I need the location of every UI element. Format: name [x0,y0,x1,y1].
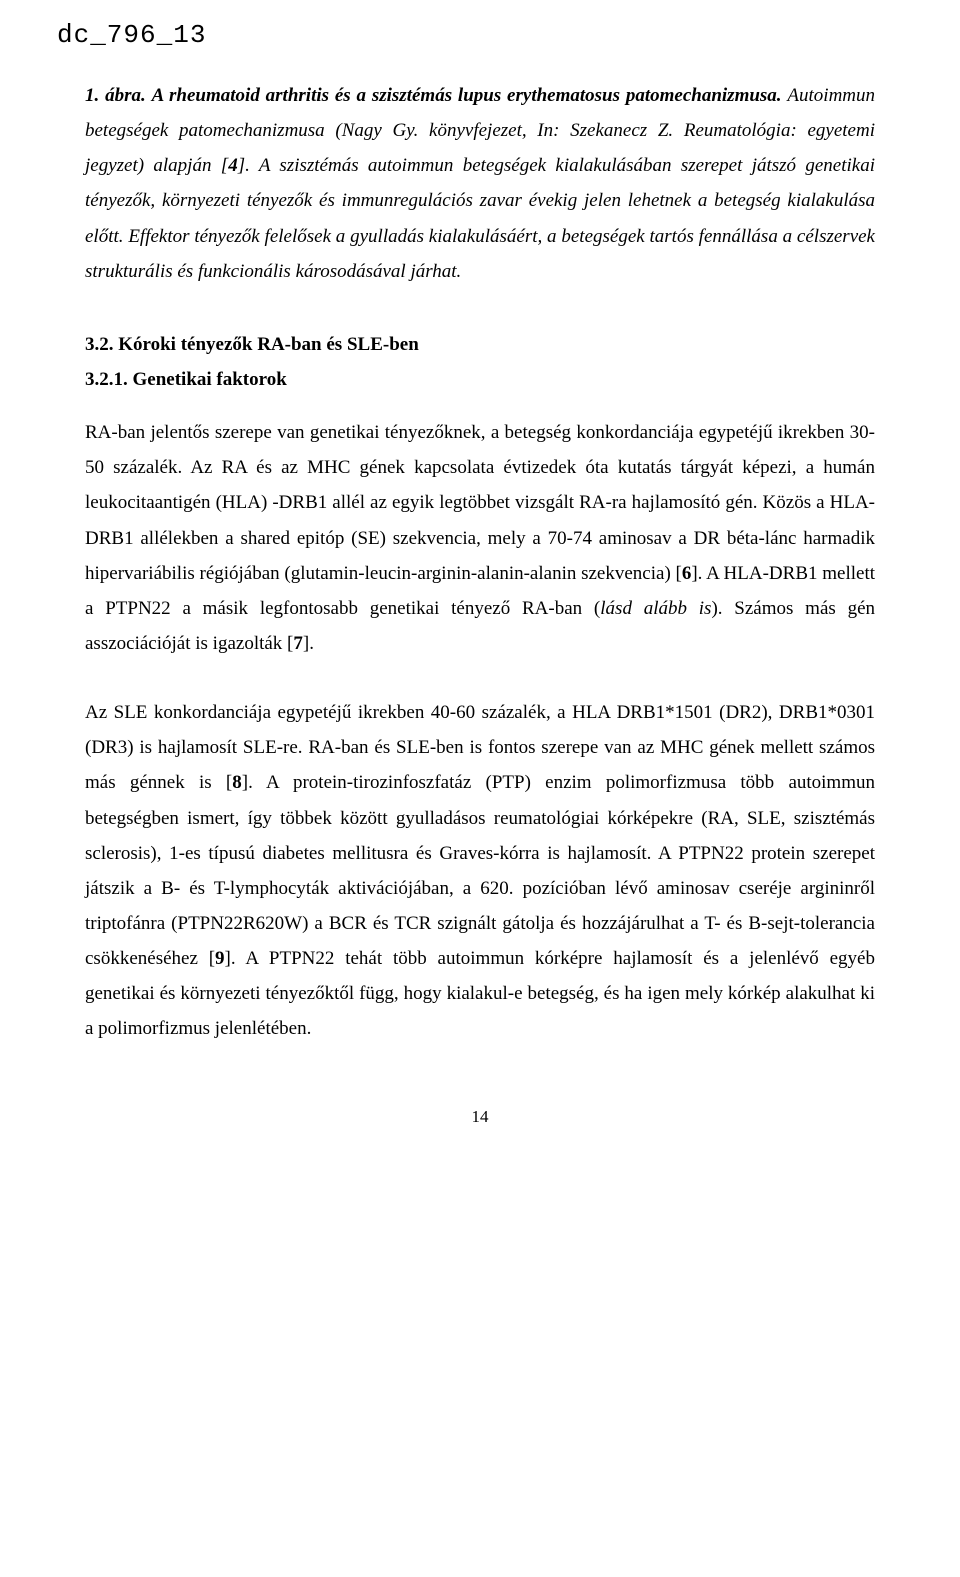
ref-9: 9 [215,948,225,969]
paragraph-1: RA-ban jelentős szerepe van genetikai té… [85,415,875,661]
heading-3-2-1: 3.2.1. Genetikai faktorok [85,362,875,397]
p1-italic: lásd alább is [600,598,711,619]
ref-8: 8 [232,772,242,793]
caption-lead: 1. ábra. [85,85,146,106]
page-number: 14 [85,1107,875,1127]
heading-3-2: 3.2. Kóroki tényezők RA-ban és SLE-ben [85,327,875,362]
ref-6: 6 [682,563,692,584]
document-id: dc_796_13 [57,20,875,50]
figure-caption: 1. ábra. A rheumatoid arthritis és a szi… [85,78,875,289]
paragraph-2: Az SLE konkordanciája egypetéjű ikrekben… [85,695,875,1046]
p1-text-1: RA-ban jelentős szerepe van genetikai té… [85,422,875,584]
ref-4: 4 [228,155,238,176]
p2-text-2: ]. A protein-tirozinfoszfatáz (PTP) enzi… [85,772,875,969]
p1-text-4: ]. [303,633,314,654]
ref-7: 7 [293,633,303,654]
caption-title: A rheumatoid arthritis és a szisztémás l… [152,85,782,106]
